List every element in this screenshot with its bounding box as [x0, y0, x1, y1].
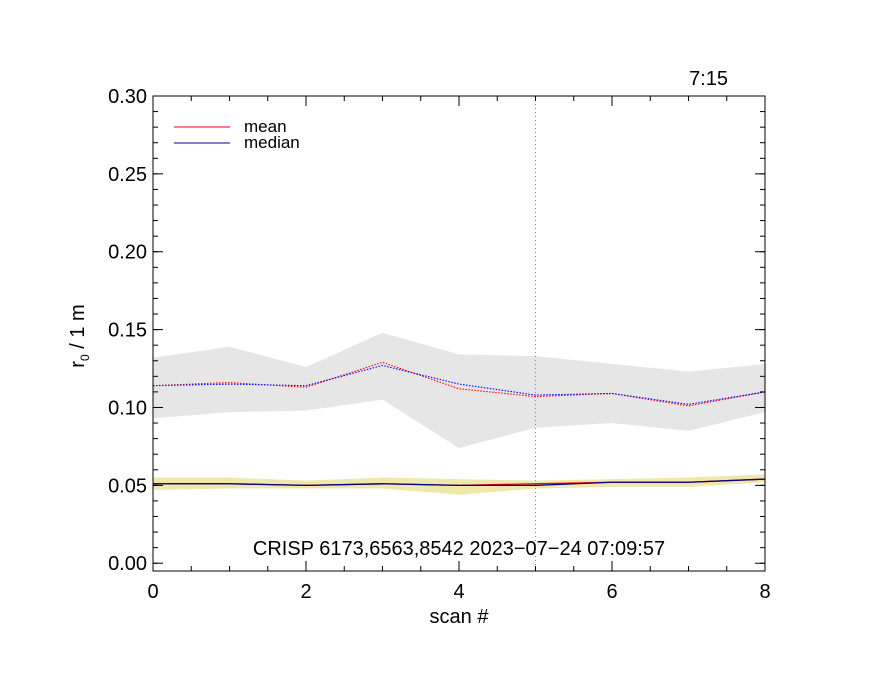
y-tick-label: 0.05 [108, 475, 147, 497]
y-tick-label: 0.15 [108, 320, 147, 342]
y-axis-title-main: r [67, 361, 89, 368]
x-axis-title: scan # [430, 606, 490, 628]
band-1 [153, 474, 765, 495]
y-tick-label: 0.30 [108, 86, 147, 108]
legend-label-mean: mean [244, 117, 287, 136]
legend: mean median [174, 117, 300, 152]
y-tick-label: 0.20 [108, 242, 147, 264]
y-axis-title-rest: / 1 m [67, 304, 89, 354]
y-axis-title: r0 / 1 m [67, 304, 92, 367]
y-tick-label: 0.00 [108, 553, 147, 575]
tick-group [152, 95, 766, 571]
x-tick-label: 2 [300, 581, 311, 603]
series-line-median-dotted [152, 364, 766, 405]
y-tick-label: 0.10 [108, 397, 147, 419]
chart-annotation: CRISP 6173,6563,8542 2023−07−24 07:09:57 [253, 538, 665, 560]
y-tick-label: 0.25 [108, 164, 147, 186]
series-group [152, 361, 766, 486]
band-0 [153, 332, 765, 448]
legend-label-median: median [244, 133, 300, 152]
tick-label-group: 0 2 4 6 8 0.00 0.05 0.10 0.15 0.20 0.25 0.30 [108, 86, 771, 603]
plot-frame [152, 95, 766, 572]
x-tick-label: 4 [453, 581, 464, 603]
x-tick-label: 0 [147, 581, 158, 603]
corner-label: 7:15 [689, 68, 728, 90]
y-axis-title-subscript: 0 [78, 354, 92, 361]
band-group [153, 332, 765, 495]
x-tick-label: 8 [759, 581, 770, 603]
x-tick-label: 6 [606, 581, 617, 603]
series-line-median-solid [153, 478, 766, 486]
